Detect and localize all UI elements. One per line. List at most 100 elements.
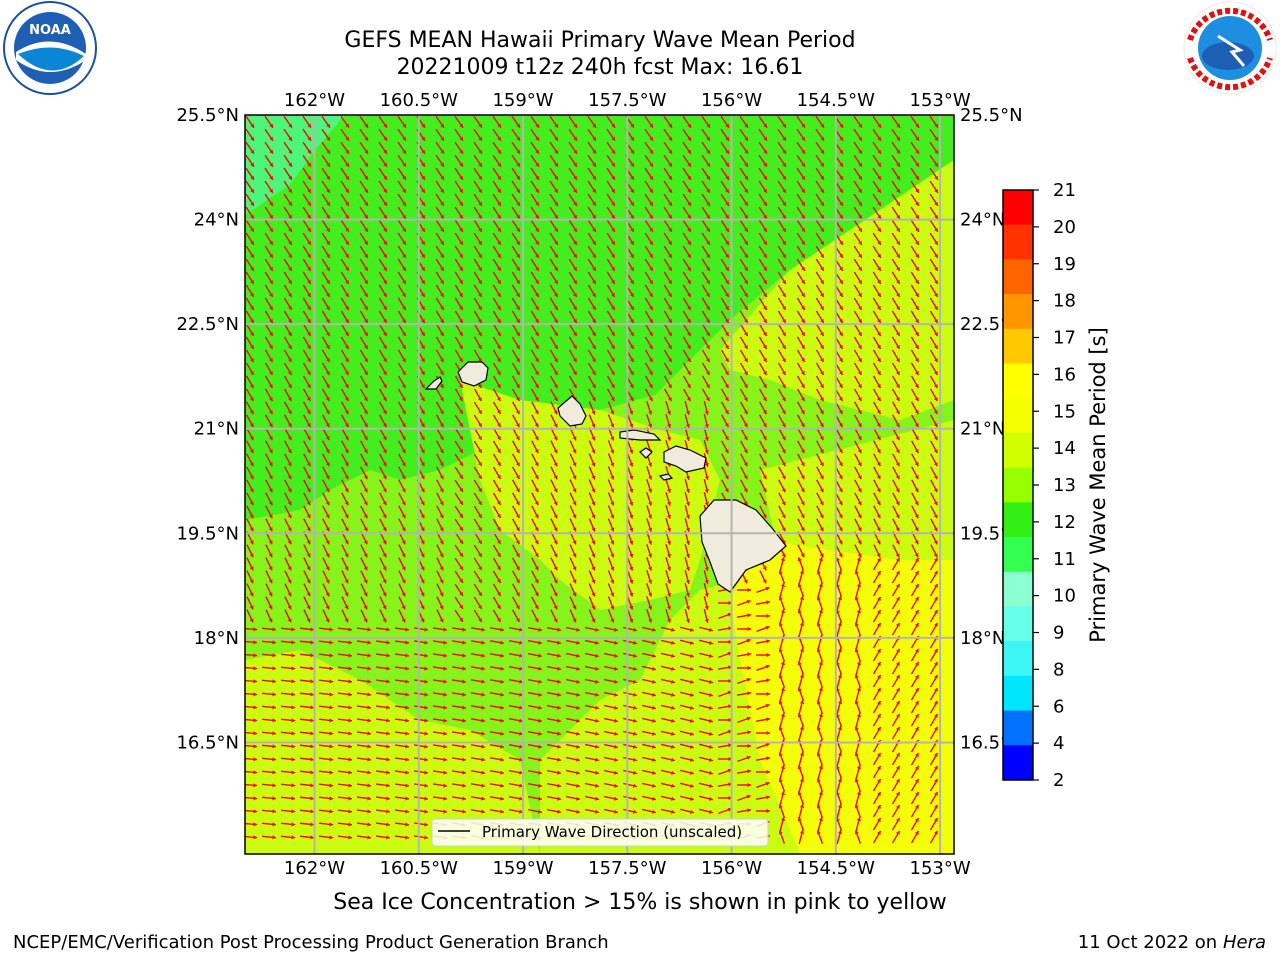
wave-arrow-head — [500, 705, 504, 710]
wave-arrow-head — [780, 557, 785, 562]
wave-arrow-head — [706, 371, 710, 376]
wave-arrow-head — [272, 757, 276, 762]
wave-arrow-head — [439, 579, 444, 584]
island-oahu — [557, 395, 587, 427]
wave-arrow-head — [420, 527, 425, 532]
wave-arrow-head — [421, 227, 425, 232]
wave-arrow-head — [462, 731, 466, 736]
wave-arrow-head — [420, 449, 425, 454]
wave-arrow-head — [249, 410, 254, 415]
wave-arrow-head — [896, 136, 900, 141]
wave-arrow-head — [858, 136, 862, 141]
wave-arrow-head — [704, 592, 709, 597]
wave-arrow-head — [288, 201, 292, 206]
wave-arrow-head — [611, 305, 615, 310]
wave-arrow-head — [766, 756, 770, 761]
wave-arrow-head — [858, 318, 862, 323]
wave-arrow-head — [801, 318, 805, 323]
wave-arrow-head — [405, 744, 409, 749]
wave-arrow-head — [801, 227, 805, 232]
wave-arrow-head — [933, 527, 938, 532]
wave-arrow-head — [462, 679, 466, 684]
wave-arrow-head — [440, 214, 444, 219]
wave-arrow-head — [459, 318, 463, 323]
wave-arrow-head — [557, 679, 561, 684]
wave-arrow-head — [306, 540, 311, 545]
wave-arrow-head — [744, 345, 748, 350]
wave-arrow-head — [915, 700, 919, 705]
wave-arrow-head — [689, 718, 694, 723]
wave-arrow-head — [344, 488, 349, 493]
wave-arrow-head — [421, 358, 425, 363]
wave-arrow-head — [614, 705, 618, 710]
wave-arrow-head — [744, 162, 748, 167]
wave-arrow-head — [629, 540, 634, 545]
wave-arrow-head — [382, 384, 387, 389]
wave-arrow-head — [800, 514, 805, 519]
wave-arrow-head — [515, 527, 520, 532]
wave-arrow-head — [534, 605, 539, 610]
wave-arrow-head — [477, 384, 482, 389]
wave-arrow-head — [345, 149, 349, 154]
wave-arrow-head — [405, 731, 409, 736]
wave-arrow-head — [630, 358, 634, 363]
wave-arrow-head — [686, 384, 691, 389]
wave-arrow-head — [595, 744, 599, 749]
wave-arrow-head — [554, 175, 558, 180]
wave-arrow-head — [801, 240, 805, 245]
wave-arrow-head — [611, 227, 615, 232]
wave-arrow-head — [497, 410, 501, 415]
wave-arrow-head — [440, 358, 444, 363]
wave-arrow-head — [629, 397, 634, 402]
wave-arrow-head — [481, 653, 485, 658]
wave-arrow-head — [424, 731, 428, 736]
wave-arrow-head — [383, 227, 387, 232]
wave-arrow-head — [573, 279, 577, 284]
wave-arrow-head — [424, 640, 428, 645]
wave-arrow-head — [576, 731, 580, 736]
wave-arrow-head — [538, 692, 542, 697]
wave-arrow-head — [915, 648, 919, 653]
wave-arrow-head — [704, 475, 709, 480]
wave-arrow-head — [820, 188, 824, 193]
wave-arrow-head — [462, 627, 466, 632]
wave-arrow-head — [934, 136, 938, 141]
wave-arrow-head — [611, 136, 615, 141]
wave-arrow-head — [685, 566, 690, 571]
wave-arrow-head — [402, 371, 406, 376]
wave-arrow-head — [345, 136, 349, 141]
wave-arrow-head — [895, 436, 900, 441]
wave-arrow-head — [383, 358, 387, 363]
wave-arrow-head — [934, 804, 938, 809]
wave-arrow-head — [744, 253, 748, 258]
wave-arrow-head — [424, 822, 428, 827]
wave-arrow-head — [538, 679, 542, 684]
wave-arrow-head — [728, 626, 732, 631]
wave-arrow-head — [781, 462, 786, 467]
wave-arrow-head — [746, 716, 751, 721]
lon-tick-label-bottom: 153°W — [910, 858, 971, 879]
wave-arrow-head — [933, 514, 938, 519]
wave-arrow-head — [326, 292, 330, 297]
wave-arrow-head — [344, 462, 349, 467]
wave-arrow-head — [763, 371, 767, 376]
wave-arrow-head — [402, 214, 406, 219]
wave-arrow-head — [326, 188, 330, 193]
wave-arrow-head — [402, 201, 406, 206]
wave-arrow-head — [629, 488, 634, 493]
wave-arrow-head — [780, 791, 785, 796]
wave-arrow-head — [421, 292, 425, 297]
wave-arrow-head — [895, 527, 900, 532]
wave-arrow-head — [746, 677, 751, 682]
wave-arrow-head — [668, 214, 672, 219]
wave-arrow-head — [535, 266, 539, 271]
wave-arrow-head — [820, 149, 824, 154]
wave-arrow-head — [633, 640, 637, 645]
colorbar-segment — [1003, 502, 1033, 538]
wave-arrow-head — [443, 809, 447, 814]
wave-arrow-head — [478, 318, 482, 323]
wave-arrow-head — [820, 175, 824, 180]
wave-arrow-head — [364, 371, 368, 376]
wave-arrow-head — [858, 253, 862, 258]
wave-arrow-head — [839, 305, 843, 310]
